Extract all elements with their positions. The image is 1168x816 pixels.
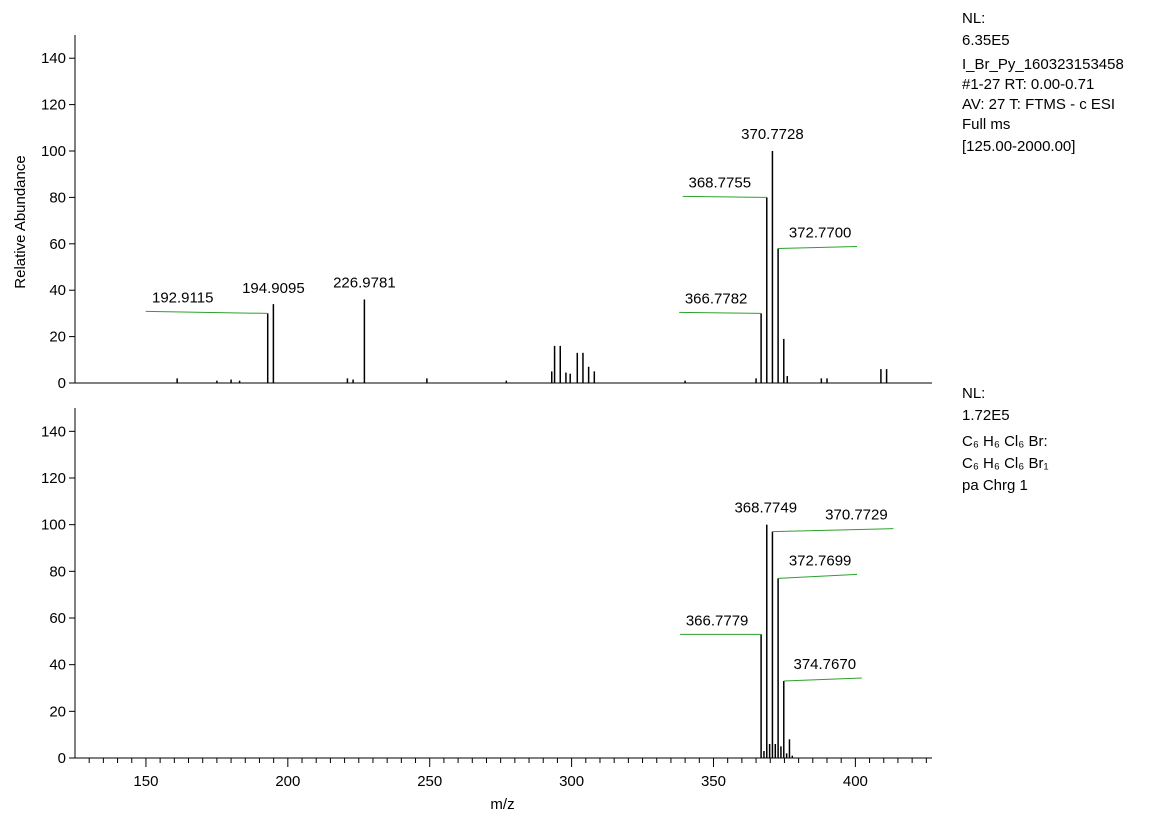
info-text: pa Chrg 1 [962, 477, 1028, 494]
info-text: Full ms [962, 116, 1010, 133]
peak-label: 194.9095 [242, 280, 305, 297]
info-text: NL: [962, 385, 985, 402]
label-leader [682, 195, 767, 198]
y-tick-label: 120 [41, 97, 66, 114]
peak-label: 368.7749 [734, 500, 797, 517]
y-tick-label: 80 [49, 563, 66, 580]
label-leader [679, 311, 762, 314]
y-tick-label: 60 [49, 236, 66, 253]
x-tick-label: 350 [701, 773, 726, 790]
x-axis-label: m/z [490, 796, 514, 813]
x-tick-label: 150 [133, 773, 158, 790]
y-tick-label: 120 [41, 470, 66, 487]
peak-label: 368.7755 [688, 174, 751, 191]
label-leader [772, 528, 894, 533]
y-tick-label: 100 [41, 517, 66, 534]
x-tick-label: 400 [843, 773, 868, 790]
y-tick-label: 0 [58, 375, 66, 392]
y-tick-label: 0 [58, 750, 66, 767]
y-tick-label: 40 [49, 657, 66, 674]
info-text: 6.35E5 [962, 32, 1010, 49]
y-tick-label: 80 [49, 189, 66, 206]
peak-label: 374.7670 [793, 656, 856, 673]
label-leader [778, 573, 858, 579]
y-axis-label: Relative Abundance [12, 155, 29, 288]
peak-label: 372.7700 [789, 224, 852, 241]
y-tick-label: 40 [49, 282, 66, 299]
peak-label: 370.7729 [825, 507, 888, 524]
peak-label: 192.9115 [152, 289, 213, 306]
y-tick-label: 140 [41, 423, 66, 440]
peak-label: 366.7779 [686, 612, 749, 629]
y-tick-label: 60 [49, 610, 66, 627]
info-text: [125.00-2000.00] [962, 138, 1075, 155]
label-leader [778, 245, 858, 249]
y-tick-label: 140 [41, 50, 66, 67]
x-tick-label: 250 [417, 773, 442, 790]
peak-label: 226.9781 [333, 274, 396, 291]
y-tick-label: 20 [49, 703, 66, 720]
info-text: 1.72E5 [962, 407, 1010, 424]
peak-label: 366.7782 [685, 290, 748, 307]
y-tick-label: 100 [41, 143, 66, 160]
peak-label: 370.7728 [741, 126, 804, 143]
x-tick-label: 200 [275, 773, 300, 790]
info-text: C₆ H₆ Cl₆ Br₁ [962, 455, 1049, 472]
info-text: NL: [962, 10, 985, 27]
label-leader [783, 677, 862, 682]
info-text: C₆ H₆ Cl₆ Br: [962, 433, 1048, 450]
label-leader [145, 310, 268, 314]
info-text: AV: 27 T: FTMS - c ESI [962, 96, 1115, 113]
info-text: #1-27 RT: 0.00-0.71 [962, 76, 1094, 93]
info-text: I_Br_Py_160323153458 [962, 56, 1124, 73]
x-tick-label: 300 [559, 773, 584, 790]
y-tick-label: 20 [49, 329, 66, 346]
peak-label: 372.7699 [789, 552, 852, 569]
